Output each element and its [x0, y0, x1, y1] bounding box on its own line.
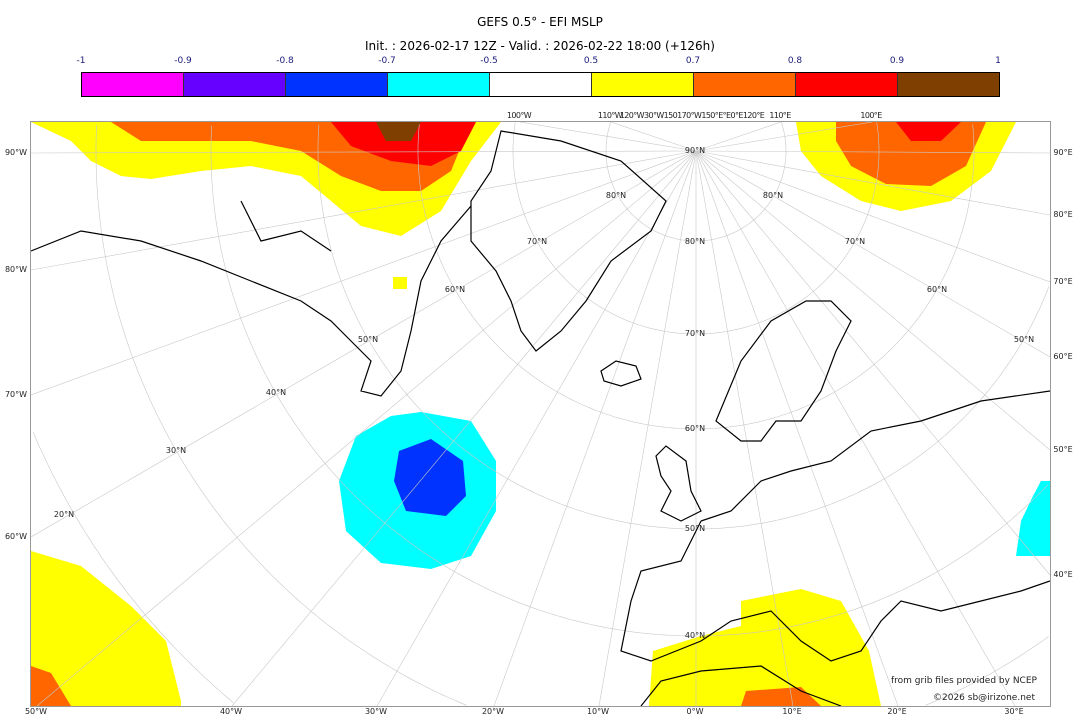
lon-label: 40°W	[219, 707, 243, 716]
lon-label: 60°E	[1053, 352, 1073, 361]
lat-label: 50°N	[684, 524, 706, 533]
colorbar-bin	[82, 73, 184, 96]
colorbar-tick: 0.9	[889, 56, 905, 66]
lat-label: 60°N	[926, 285, 948, 294]
colorbar-tick: -1	[76, 56, 86, 66]
uk-coast	[655, 445, 702, 522]
colorbar-bin	[796, 73, 898, 96]
latitude-circle	[317, 124, 1050, 530]
latitude-circle	[32, 432, 234, 703]
greenland-coast	[470, 130, 667, 352]
lat-label: 80°N	[762, 191, 784, 200]
efi-negative-blue	[394, 439, 466, 516]
data-source-credit: from grib files provided by NCEP	[891, 676, 1037, 686]
colorbar-tick: 1	[995, 56, 1001, 66]
colorbar-tick: 0.7	[685, 56, 701, 66]
lon-label: 110°E	[769, 111, 791, 120]
lon-label: 0°W	[686, 707, 704, 716]
colorbar-bin	[694, 73, 796, 96]
colorbar-bin	[592, 73, 694, 96]
lat-label: 70°N	[526, 237, 548, 246]
colorbar-bin	[898, 73, 999, 96]
efi-positive-ne-red	[896, 122, 961, 141]
efi-positive-small	[393, 277, 407, 289]
lat-label: 40°N	[684, 631, 706, 640]
colorbar-bin	[388, 73, 490, 96]
efi-map	[31, 122, 1050, 706]
lon-label: 50°E	[1053, 445, 1073, 454]
lat-label: 50°N	[357, 335, 379, 344]
colorbar-tick: -0.5	[480, 56, 498, 66]
efi-positive-sw	[31, 551, 181, 706]
latitude-circle	[417, 124, 975, 430]
coastlines	[31, 130, 1050, 706]
colorbar-tick: -0.7	[378, 56, 396, 66]
colorbar-bin	[286, 73, 388, 96]
lon-label: 30°E	[1004, 707, 1024, 716]
copyright-credit: ©2026 sb@irizone.net	[933, 693, 1035, 703]
lon-label: 100°E	[860, 111, 882, 120]
efi-negative-cyan-east	[1016, 481, 1050, 556]
colorbar-bin	[490, 73, 592, 96]
lat-label: 90°N	[684, 146, 706, 155]
lon-label: 100°W	[506, 111, 532, 120]
lon-label: 20°W	[481, 707, 505, 716]
colorbar-bin	[184, 73, 286, 96]
colorbar-tick: 0.8	[787, 56, 803, 66]
lon-label: 90°E	[1053, 148, 1073, 157]
lat-label: 40°N	[265, 388, 287, 397]
europe-coast	[620, 390, 1050, 662]
lat-label: 60°N	[444, 285, 466, 294]
lat-label: 80°N	[605, 191, 627, 200]
colorbar-tick: -0.9	[174, 56, 192, 66]
graticule	[31, 122, 1050, 706]
efi-positive-med	[649, 589, 881, 706]
lat-label: 70°N	[844, 237, 866, 246]
scandinavia-coast	[715, 300, 852, 442]
efi-positive-nw-red	[331, 122, 476, 166]
latitude-circle	[512, 122, 880, 335]
lon-label: 110°W	[597, 111, 623, 120]
efi-positive-ne-orange	[836, 122, 986, 186]
lon-label: 10°W	[586, 707, 610, 716]
lon-label: 20°E	[887, 707, 907, 716]
lat-label: 30°N	[165, 446, 187, 455]
latitude-circle	[210, 125, 1049, 637]
lon-label: 90°W	[4, 148, 28, 157]
lon-label: 80°W	[4, 265, 28, 274]
lon-label: 30°W	[364, 707, 388, 716]
efi-positive-med-orange	[741, 687, 821, 706]
lon-label: 10°E	[782, 707, 802, 716]
lon-label: 50°W	[24, 707, 48, 716]
lat-label: 50°N	[1013, 335, 1035, 344]
lon-label: 80°E	[1053, 210, 1073, 219]
lat-label: 70°N	[684, 329, 706, 338]
lat-label: 60°N	[684, 424, 706, 433]
lat-label: 80°N	[684, 237, 706, 246]
lon-label: 120°W30°W150170°W150°E°E0°E120°E	[619, 111, 765, 120]
colorbar-tick: -0.8	[276, 56, 294, 66]
lon-label: 70°W	[4, 390, 28, 399]
lat-label: 20°N	[53, 510, 75, 519]
iceland-coast	[600, 360, 642, 387]
efi-positive-sw-orange	[31, 666, 71, 706]
efi-positive-nw-brown	[376, 122, 421, 141]
north-america-coast	[31, 200, 472, 397]
map-title: GEFS 0.5° - EFI MSLP	[477, 15, 603, 29]
lon-label: 70°E	[1053, 277, 1073, 286]
map-panel	[30, 121, 1051, 707]
colorbar	[81, 72, 1000, 97]
map-subtitle: Init. : 2026-02-17 12Z - Valid. : 2026-0…	[365, 39, 715, 53]
africa-coast	[640, 665, 842, 706]
colorbar-tick: 0.5	[583, 56, 599, 66]
latitude-circle	[95, 124, 1049, 706]
efi-field	[31, 122, 1050, 706]
lon-label: 60°W	[4, 532, 28, 541]
latitude-circle	[605, 122, 787, 242]
lon-label: 40°E	[1053, 570, 1073, 579]
